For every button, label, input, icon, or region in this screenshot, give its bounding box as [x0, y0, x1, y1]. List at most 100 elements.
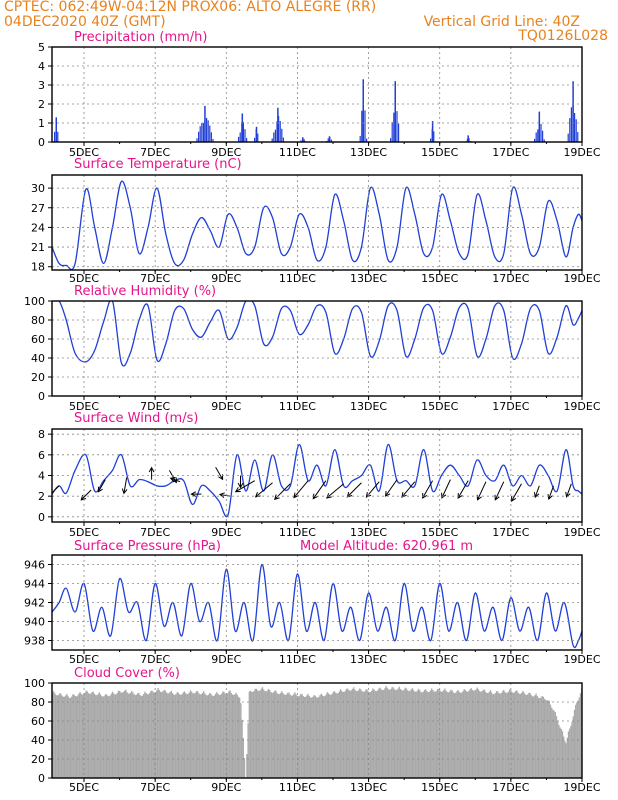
x-tick-label: 11DEC	[279, 146, 316, 159]
x-tick-label: 5DEC	[69, 272, 99, 285]
y-tick-label: 21	[31, 241, 45, 254]
x-tick-label: 7DEC	[140, 653, 170, 666]
x-tick-label: 17DEC	[492, 146, 529, 159]
wind-vector	[274, 483, 291, 500]
y-tick-label: 40	[31, 734, 45, 747]
y-tick-label: 0	[38, 390, 45, 403]
wind-vector-head	[169, 477, 176, 483]
series-line	[52, 301, 582, 367]
wind-vector-head	[441, 492, 447, 499]
x-tick-label: 7DEC	[140, 272, 170, 285]
wind-vector	[170, 477, 181, 483]
wind-vector-head	[218, 474, 224, 481]
wind-vector	[97, 479, 106, 493]
x-tick-label: 13DEC	[350, 653, 387, 666]
wind-vector-head	[190, 491, 197, 497]
x-tick-label: 17DEC	[492, 526, 529, 539]
wind-vector-head	[346, 491, 353, 498]
panel-frame	[51, 682, 583, 779]
y-tick-label: 4	[38, 60, 45, 73]
wind-vector-head	[237, 482, 244, 489]
y-tick-label: 942	[24, 597, 45, 610]
header-station: CPTEC: 062:49W-04:12N PROX06: ALTO ALEGR…	[4, 0, 377, 15]
x-tick-label: 19DEC	[563, 781, 600, 794]
panel-2: Relative Humidity (%) 5DEC 7DEC 9DEC 11DEC 13…	[24, 284, 601, 413]
x-tick-label: 15DEC	[421, 400, 458, 413]
x-tick-label: 17DEC	[492, 653, 529, 666]
x-tick-label: 15DEC	[421, 526, 458, 539]
wind-vector	[457, 480, 469, 499]
wind-vector	[566, 483, 572, 498]
series-line	[52, 443, 582, 518]
wind-vector	[477, 481, 487, 501]
wind-vector	[511, 483, 522, 502]
panel-1: Surface Temperature (nC) 5DEC 7DEC 9DEC 11DE…	[31, 157, 601, 285]
wind-vector	[401, 481, 416, 498]
x-tick-label: 15DEC	[421, 653, 458, 666]
x-tick-label: 9DEC	[211, 272, 241, 285]
x-tick-label: 11DEC	[279, 653, 316, 666]
wind-vector	[215, 466, 224, 480]
x-tick-label: 13DEC	[350, 781, 387, 794]
y-tick-label: 2	[38, 490, 45, 503]
x-tick-label: 7DEC	[140, 146, 170, 159]
x-tick-label: 9DEC	[211, 146, 241, 159]
wind-vector-head	[401, 492, 407, 498]
wind-vector-head	[547, 493, 553, 500]
y-tick-label: 6	[38, 449, 45, 462]
x-tick-label: 7DEC	[140, 400, 170, 413]
panel-title: Surface Temperature (nC)	[74, 157, 242, 172]
y-tick-label: 20	[31, 753, 45, 766]
wind-vector	[52, 485, 60, 494]
wind-vector-head	[326, 493, 332, 499]
wind-vector	[346, 482, 362, 498]
y-tick-label: 100	[24, 295, 45, 308]
panel-5: Cloud Cover (%) 5DEC 7DEC 9DEC 11DEC 13DEC 15D…	[24, 666, 601, 794]
wind-vector	[293, 480, 309, 498]
wind-vector	[255, 482, 273, 498]
wind-vector-head	[457, 492, 463, 499]
y-tick-label: 944	[24, 578, 45, 591]
x-tick-label: 17DEC	[492, 400, 529, 413]
x-tick-label: 9DEC	[211, 400, 241, 413]
panel-frame	[51, 300, 583, 397]
x-tick-label: 13DEC	[350, 146, 387, 159]
wind-vector-head	[312, 493, 318, 500]
y-tick-label: 60	[31, 715, 45, 728]
series-line	[52, 563, 582, 649]
y-tick-label: 24	[31, 221, 45, 234]
wind-vector	[80, 489, 92, 501]
x-tick-label: 19DEC	[563, 146, 600, 159]
y-tick-label: 8	[38, 428, 45, 441]
x-tick-label: 9DEC	[211, 653, 241, 666]
header-date: 04DEC2020 40Z (GMT)	[4, 14, 166, 30]
panel-title: Relative Humidity (%)	[74, 284, 216, 299]
panel-frame	[51, 428, 583, 523]
panel-title: Surface Pressure (hPa)	[74, 539, 221, 554]
y-tick-label: 18	[31, 261, 45, 274]
wind-vector-head	[97, 486, 103, 493]
panel-4: Surface Pressure (hPa) Model Altitude: 62…	[24, 539, 601, 666]
x-tick-label: 15DEC	[421, 272, 458, 285]
x-tick-label: 5DEC	[69, 781, 99, 794]
wind-vector-head	[533, 492, 540, 499]
wind-vector-head	[422, 492, 428, 499]
y-tick-label: 80	[31, 314, 45, 327]
x-tick-label: 9DEC	[211, 781, 241, 794]
x-tick-label: 13DEC	[350, 400, 387, 413]
wind-vector-head	[274, 494, 280, 501]
panel-frame	[51, 554, 583, 651]
y-tick-label: 3	[38, 79, 45, 92]
wind-vector	[312, 480, 327, 499]
y-tick-label: 938	[24, 635, 45, 648]
y-tick-label: 0	[38, 136, 45, 149]
wind-vector-head	[171, 477, 177, 484]
x-tick-label: 17DEC	[492, 781, 529, 794]
wind-vector-head	[365, 492, 372, 498]
model-altitude-label: Model Altitude: 620.961 m	[300, 539, 473, 554]
y-tick-label: 40	[31, 352, 45, 365]
x-tick-label: 5DEC	[69, 400, 99, 413]
wind-vector-head	[384, 490, 391, 497]
header-grid-line: Vertical Grid Line: 40Z	[423, 14, 580, 30]
